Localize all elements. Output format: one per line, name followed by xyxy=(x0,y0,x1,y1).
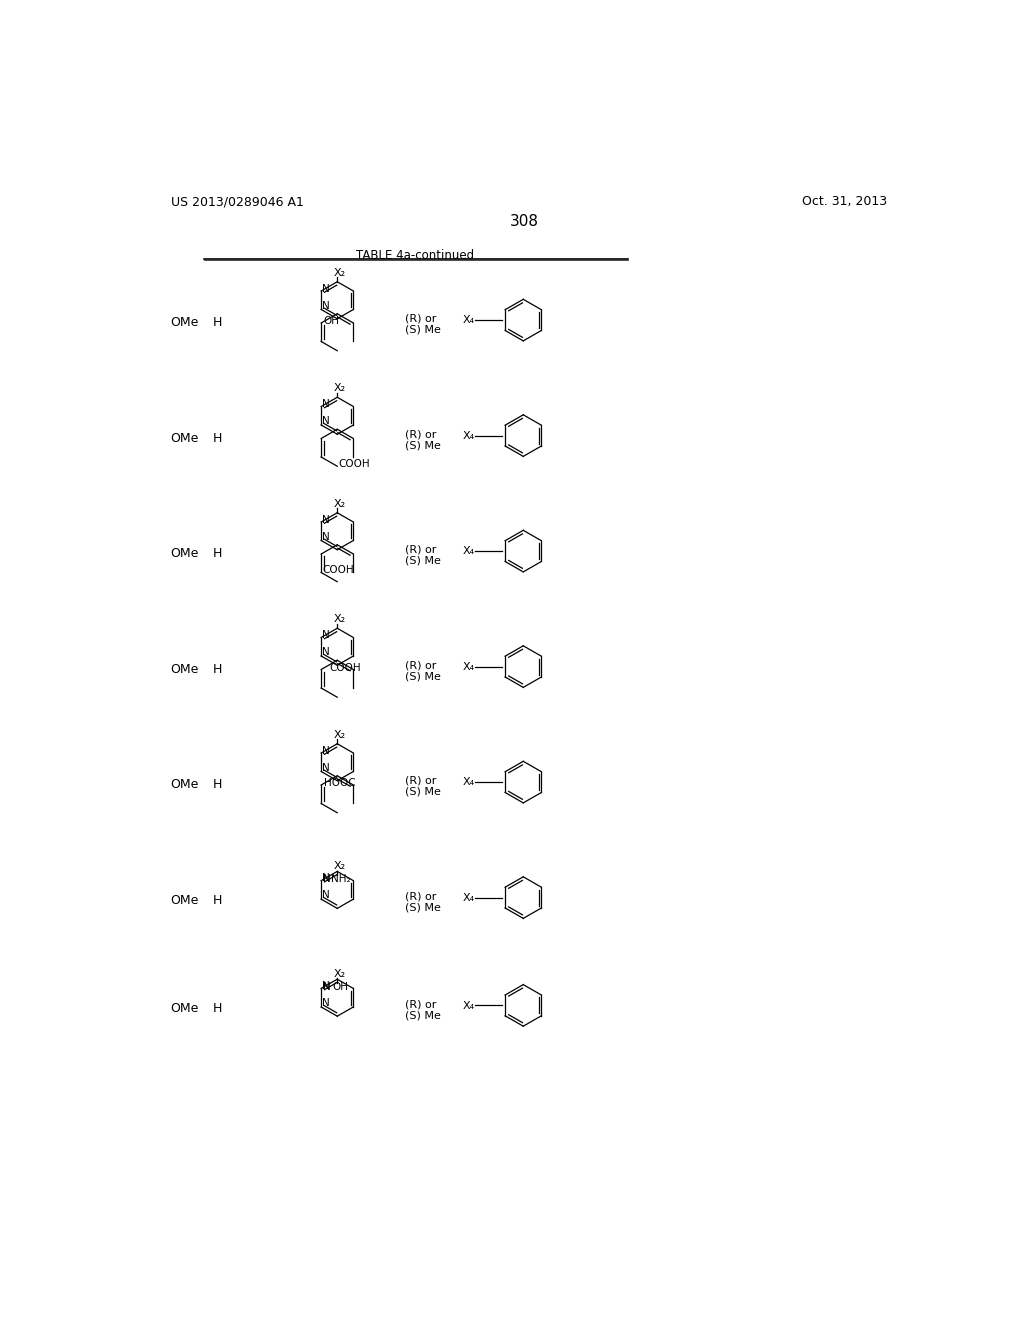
Text: H: H xyxy=(213,894,222,907)
Text: X₂: X₂ xyxy=(334,969,345,979)
Text: (S) Me: (S) Me xyxy=(406,903,441,912)
Text: H: H xyxy=(213,432,222,445)
Text: N: N xyxy=(322,399,330,409)
Text: (S) Me: (S) Me xyxy=(406,671,441,681)
Text: N: N xyxy=(322,532,330,541)
Text: OMe: OMe xyxy=(171,894,199,907)
Text: (S) Me: (S) Me xyxy=(406,325,441,335)
Text: N: N xyxy=(322,746,330,755)
Text: X₂: X₂ xyxy=(334,383,345,393)
Text: US 2013/0289046 A1: US 2013/0289046 A1 xyxy=(171,195,303,209)
Text: (S) Me: (S) Me xyxy=(406,1010,441,1020)
Text: (R) or: (R) or xyxy=(406,999,437,1010)
Text: N: N xyxy=(322,515,330,524)
Text: X₄: X₄ xyxy=(463,892,475,903)
Text: COOH: COOH xyxy=(330,663,361,673)
Text: X₂: X₂ xyxy=(334,862,345,871)
Text: (S) Me: (S) Me xyxy=(406,441,441,450)
Text: (S) Me: (S) Me xyxy=(406,556,441,566)
Text: X₄: X₄ xyxy=(463,315,475,326)
Text: TABLE 4a-continued: TABLE 4a-continued xyxy=(355,249,474,263)
Text: NH₂: NH₂ xyxy=(331,874,350,884)
Text: N: N xyxy=(322,647,330,657)
Text: X₄: X₄ xyxy=(463,546,475,557)
Text: (R) or: (R) or xyxy=(406,776,437,785)
Text: OMe: OMe xyxy=(171,779,199,791)
Text: H: H xyxy=(213,779,222,791)
Text: H: H xyxy=(213,548,222,560)
Text: OMe: OMe xyxy=(171,432,199,445)
Text: OMe: OMe xyxy=(171,1002,199,1015)
Text: X₄: X₄ xyxy=(463,1001,475,1011)
Text: X₄: X₄ xyxy=(463,430,475,441)
Text: (R) or: (R) or xyxy=(406,660,437,671)
Text: H: H xyxy=(213,1002,222,1015)
Text: (R) or: (R) or xyxy=(406,429,437,440)
Text: OH: OH xyxy=(324,315,340,326)
Text: N: N xyxy=(322,416,330,426)
Text: N: N xyxy=(322,874,330,883)
Text: X₂: X₂ xyxy=(334,730,345,741)
Text: N: N xyxy=(322,998,330,1008)
Text: OMe: OMe xyxy=(171,548,199,560)
Text: N: N xyxy=(324,874,331,883)
Text: (R) or: (R) or xyxy=(406,891,437,902)
Text: 308: 308 xyxy=(510,214,540,228)
Text: N: N xyxy=(322,284,330,293)
Text: (R) or: (R) or xyxy=(406,545,437,554)
Text: X₂: X₂ xyxy=(334,268,345,279)
Text: X₄: X₄ xyxy=(463,777,475,788)
Text: X₂: X₂ xyxy=(334,614,345,624)
Text: Oct. 31, 2013: Oct. 31, 2013 xyxy=(802,195,888,209)
Text: N: N xyxy=(322,890,330,900)
Text: N: N xyxy=(322,981,330,991)
Text: N: N xyxy=(324,982,331,991)
Text: X₂: X₂ xyxy=(334,499,345,510)
Text: N: N xyxy=(322,630,330,640)
Text: (S) Me: (S) Me xyxy=(406,787,441,797)
Text: X₄: X₄ xyxy=(463,663,475,672)
Text: H: H xyxy=(213,317,222,329)
Text: H: H xyxy=(213,663,222,676)
Text: COOH: COOH xyxy=(323,565,354,576)
Text: COOH: COOH xyxy=(339,459,371,469)
Text: (R) or: (R) or xyxy=(406,314,437,323)
Text: N: N xyxy=(322,763,330,772)
Text: N: N xyxy=(322,301,330,310)
Text: OMe: OMe xyxy=(171,317,199,329)
Text: HOOC: HOOC xyxy=(324,777,355,788)
Text: OH: OH xyxy=(333,982,348,993)
Text: OMe: OMe xyxy=(171,663,199,676)
